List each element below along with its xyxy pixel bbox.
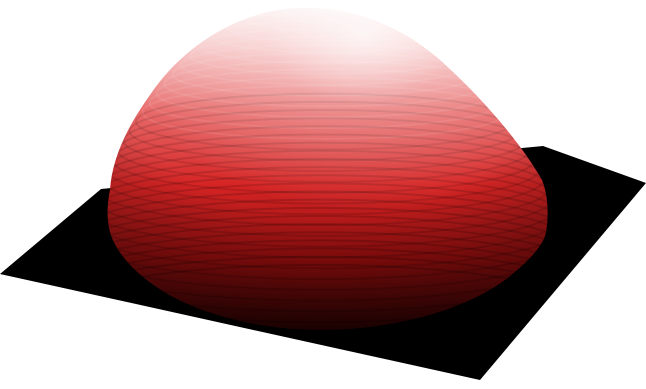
dome-highlight bbox=[107, 7, 548, 330]
